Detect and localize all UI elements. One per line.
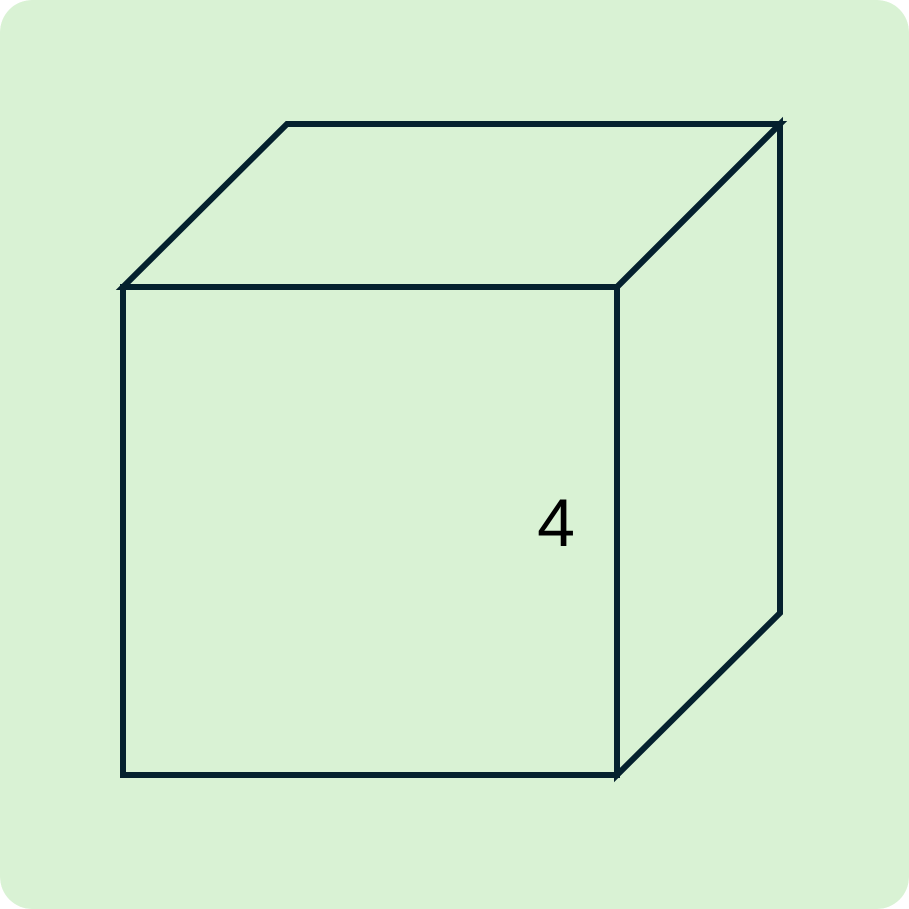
- cube-right-face: [614, 116, 783, 783]
- cube-edge-length-label: 4: [537, 485, 575, 561]
